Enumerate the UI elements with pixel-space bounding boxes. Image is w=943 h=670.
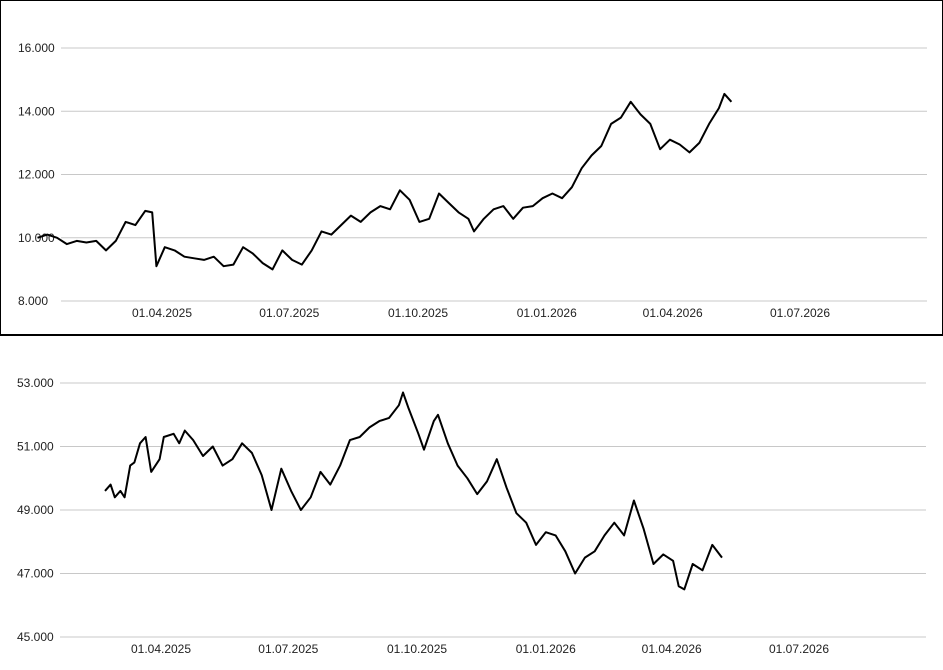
bottom-y-tick-label: 45.000: [17, 630, 54, 644]
bottom-y-tick-label: 53.000: [17, 376, 54, 390]
top-x-tick-label: 01.01.2026: [517, 306, 577, 320]
top-x-tick-label: 01.07.2026: [770, 306, 830, 320]
bottom-y-axis: 45.000 47.000 49.000 51.000 53.000: [17, 376, 54, 644]
top-x-axis: 01.04.2025 01.07.2025 01.10.2025 01.01.2026…: [132, 306, 830, 320]
bottom-x-tick-label: 01.07.2025: [258, 642, 318, 656]
bottom-x-tick-label: 01.04.2026: [642, 642, 702, 656]
bottom-gridlines: [60, 382, 926, 638]
top-y-tick-label: 14.000: [18, 104, 55, 118]
top-gridlines: [61, 47, 927, 302]
top-y-tick-label: 8.000: [18, 294, 48, 308]
bottom-y-tick-label: 47.000: [17, 567, 54, 581]
top-x-tick-label: 01.04.2025: [132, 306, 192, 320]
top-y-tick-label: 12.000: [18, 168, 55, 182]
bottom-x-tick-label: 01.04.2025: [131, 642, 191, 656]
bottom-y-tick-label: 49.000: [17, 503, 54, 517]
top-x-tick-label: 01.07.2025: [259, 306, 319, 320]
top-y-axis: 8.000 10.000 12.000 14.000 16.000: [18, 41, 55, 308]
bottom-x-axis: 01.04.2025 01.07.2025 01.10.2025 01.01.2026…: [131, 642, 829, 656]
top-x-tick-label: 01.04.2026: [643, 306, 703, 320]
top-y-tick-label: 16.000: [18, 41, 55, 55]
bottom-x-tick-label: 01.01.2026: [516, 642, 576, 656]
bottom-series-line: [104, 391, 723, 591]
bottom-y-tick-label: 51.000: [17, 440, 54, 454]
line-chart-bottom: 45.000 47.000 49.000 51.000 53.000 01.04.2025…: [17, 376, 926, 656]
chart-panel-bottom: 45.000 47.000 49.000 51.000 53.000 01.04.2025…: [0, 335, 943, 669]
chart-panel-top: 8.000 10.000 12.000 14.000 16.000 01.04.2025 0…: [0, 0, 943, 335]
top-series-line: [37, 92, 733, 271]
top-x-tick-label: 01.10.2025: [388, 306, 448, 320]
bottom-x-tick-label: 01.10.2025: [387, 642, 447, 656]
top-y-tick-label: 10.000: [18, 231, 55, 245]
bottom-x-tick-label: 01.07.2026: [769, 642, 829, 656]
